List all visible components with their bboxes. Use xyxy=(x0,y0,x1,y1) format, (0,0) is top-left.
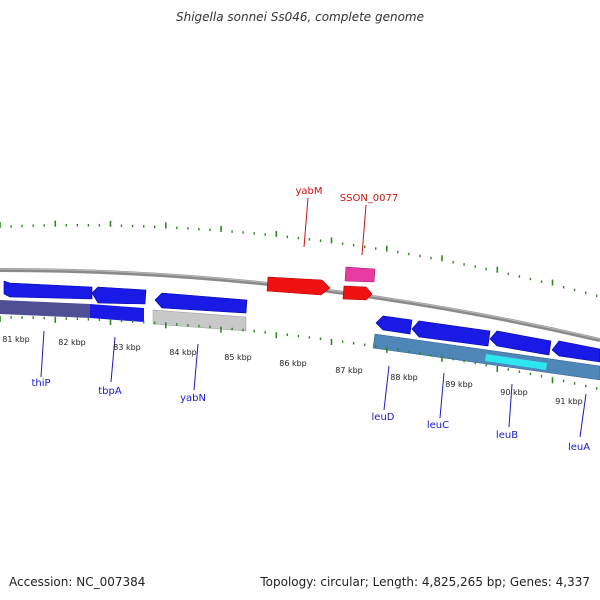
kbp-label: 91 kbp xyxy=(555,397,583,406)
kbp-label: 84 kbp xyxy=(169,348,197,357)
gene-label-leuB: leuB xyxy=(496,430,518,441)
inner-tick-row xyxy=(0,316,598,390)
topology-text: Topology: circular; Length: 4,825,265 bp… xyxy=(260,575,590,589)
SSON_0077-label-line xyxy=(361,204,367,256)
tbpA-label-line xyxy=(110,336,116,383)
genome-title: Shigella sonnei Ss046, complete genome xyxy=(175,10,424,24)
gene-SSON_0077-upper xyxy=(344,266,376,283)
leuC-label-line xyxy=(439,372,445,419)
yabN-label-line xyxy=(193,343,199,391)
kbp-label: 87 kbp xyxy=(335,366,363,375)
gene-tbpA-arrow xyxy=(91,286,147,305)
kbp-label: 85 kbp xyxy=(224,353,252,362)
kbp-label: 89 kbp xyxy=(445,380,473,389)
gene-label-tbpA: tbpA xyxy=(98,386,122,397)
kbp-label: 90 kbp xyxy=(500,388,528,397)
gene-leuC-arrow xyxy=(411,320,491,347)
leuD-label-line xyxy=(383,365,390,411)
kbp-label: 86 kbp xyxy=(279,359,307,368)
gene-yabM-arrow xyxy=(266,276,331,296)
kbp-label: 81 kbp xyxy=(2,335,30,344)
outer-tick-row xyxy=(0,220,598,298)
gene-thiP-arrow xyxy=(3,280,93,300)
kbp-label: 82 kbp xyxy=(58,338,86,347)
gene-label-yabN: yabN xyxy=(180,393,206,404)
yabM-label-line xyxy=(303,197,309,248)
kbp-label: 88 kbp xyxy=(390,373,418,382)
gene-label-yabM: yabM xyxy=(295,186,322,197)
leuB-label-line xyxy=(508,383,513,428)
gene-label-leuA: leuA xyxy=(568,442,590,453)
gene-leuB-arrow xyxy=(489,330,552,356)
gene-label-leuD: leuD xyxy=(372,412,395,423)
cds-leuB-highlight xyxy=(485,354,547,370)
gene-leuA-arrow xyxy=(551,340,600,363)
leuA-label-line xyxy=(579,393,587,438)
cds-thiP xyxy=(0,300,90,318)
gene-label-leuC: leuC xyxy=(427,420,449,431)
cds-tbpA xyxy=(90,304,144,322)
accession-text: Accession: NC_007384 xyxy=(9,575,146,589)
gene-label-SSON_0077: SSON_0077 xyxy=(340,193,399,204)
gene-label-thiP: thiP xyxy=(31,378,50,389)
kbp-label: 83 kbp xyxy=(113,343,141,352)
cds-yabN xyxy=(152,309,247,332)
gene-SSON_0077-arrow xyxy=(342,285,373,301)
thiP-label-line xyxy=(40,330,45,378)
gene-yabN-arrow xyxy=(154,292,248,314)
gene-leuD-arrow xyxy=(375,315,413,335)
